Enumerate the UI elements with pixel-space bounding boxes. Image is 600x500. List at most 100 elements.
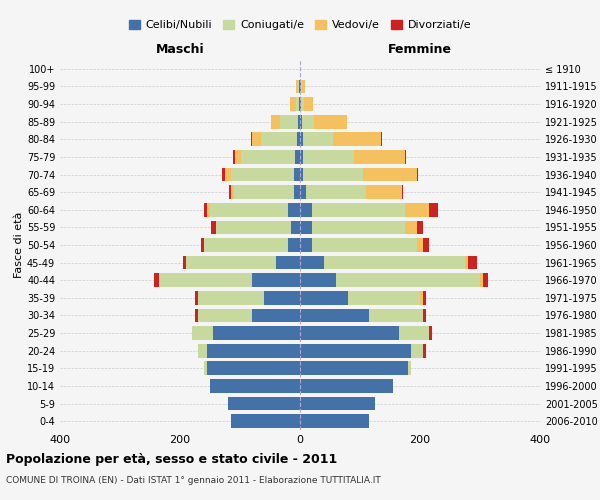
Bar [417,238,423,252]
Bar [363,168,417,181]
Bar [314,115,347,128]
Text: Maschi: Maschi [155,44,205,57]
Bar [291,220,300,234]
Bar [252,274,300,287]
Bar [297,132,300,146]
Bar [204,362,207,375]
Bar [300,326,399,340]
Bar [306,186,366,199]
Bar [304,97,313,111]
Bar [210,379,300,393]
Bar [348,291,420,304]
Bar [300,97,301,111]
Bar [465,256,468,270]
Bar [231,186,234,199]
Bar [483,274,488,287]
Bar [300,379,393,393]
Bar [261,132,297,146]
Bar [233,150,235,164]
Bar [276,256,300,270]
Bar [154,274,159,287]
Bar [354,150,405,164]
Bar [241,150,295,164]
Bar [280,115,298,128]
Bar [198,344,207,358]
Bar [423,238,429,252]
Bar [312,220,405,234]
Bar [288,238,300,252]
Bar [295,150,300,164]
Bar [222,168,225,181]
Bar [299,80,300,94]
Bar [296,80,298,94]
Bar [235,150,241,164]
Bar [300,291,348,304]
Bar [296,97,299,111]
Bar [405,203,429,216]
Bar [195,291,198,304]
Bar [302,80,305,94]
Bar [300,362,408,375]
Bar [229,186,231,199]
Bar [198,291,264,304]
Bar [299,97,300,111]
Bar [301,97,304,111]
Bar [408,362,411,375]
Bar [252,308,300,322]
Bar [300,150,303,164]
Bar [300,238,312,252]
Text: Popolazione per età, sesso e stato civile - 2011: Popolazione per età, sesso e stato civil… [6,452,337,466]
Bar [300,80,301,94]
Bar [417,168,418,181]
Bar [402,186,403,199]
Bar [201,238,204,252]
Bar [333,132,381,146]
Bar [300,168,303,181]
Bar [301,80,302,94]
Bar [429,203,438,216]
Bar [298,80,299,94]
Bar [300,256,324,270]
Bar [417,220,423,234]
Bar [300,186,306,199]
Bar [211,220,216,234]
Bar [207,362,300,375]
Bar [480,274,483,287]
Bar [429,326,432,340]
Bar [423,291,426,304]
Bar [183,256,186,270]
Bar [303,168,363,181]
Bar [399,326,429,340]
Bar [312,203,405,216]
Bar [300,220,312,234]
Bar [300,344,411,358]
Bar [225,168,231,181]
Bar [420,291,423,304]
Bar [411,344,423,358]
Bar [207,344,300,358]
Bar [216,220,291,234]
Bar [300,132,303,146]
Bar [302,115,314,128]
Bar [210,203,288,216]
Bar [423,344,426,358]
Bar [251,132,252,146]
Bar [381,132,382,146]
Bar [195,308,198,322]
Bar [234,186,294,199]
Bar [264,291,300,304]
Bar [405,150,406,164]
Bar [324,256,465,270]
Bar [290,97,296,111]
Bar [405,220,417,234]
Bar [300,203,312,216]
Bar [192,326,213,340]
Bar [312,238,417,252]
Bar [231,414,300,428]
Bar [366,186,402,199]
Bar [303,132,333,146]
Bar [159,274,252,287]
Bar [300,414,369,428]
Bar [294,186,300,199]
Bar [228,396,300,410]
